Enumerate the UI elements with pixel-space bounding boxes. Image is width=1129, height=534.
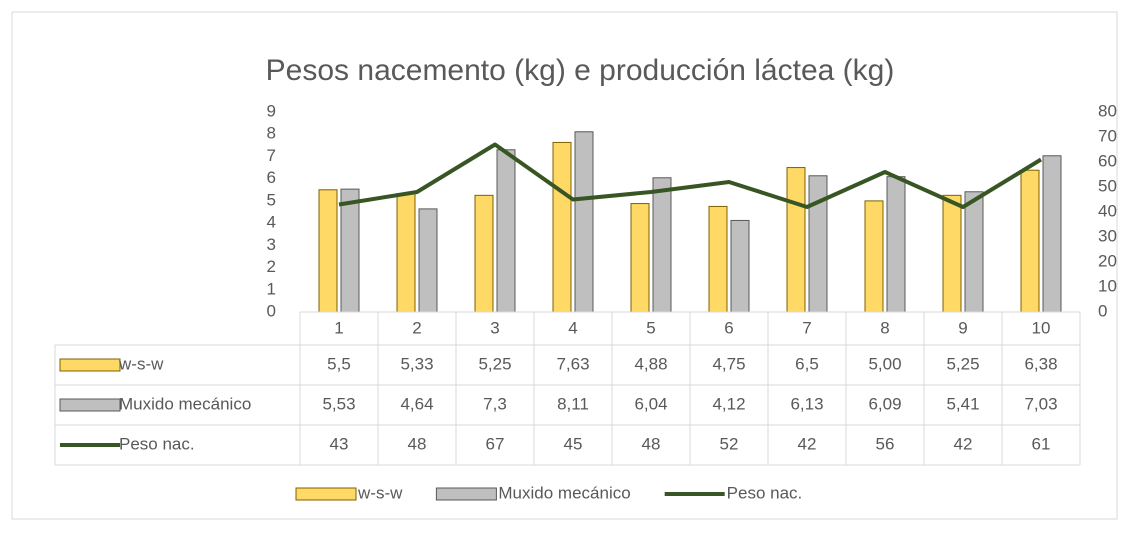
bar [808,175,828,313]
bar [864,200,884,313]
table-cell: 67 [486,434,505,453]
bar [964,191,984,313]
bar [708,205,728,313]
table-cell: 6,38 [1024,354,1057,373]
x-tick-label: 2 [412,318,421,337]
y2-tick-label: 60 [1098,151,1117,170]
y-tick-label: 7 [267,146,276,165]
y-tick-label: 9 [267,101,276,120]
legend-key [59,358,121,372]
table-cell: 6,04 [634,394,667,413]
y2-tick-label: 20 [1098,251,1117,270]
y-tick-label: 2 [267,257,276,276]
legend-label: w-s-w [357,483,403,502]
y-tick-label: 4 [267,213,276,232]
legend-key [435,487,497,501]
y-tick-label: 3 [267,235,276,254]
bar [730,219,750,313]
x-tick-label: 8 [880,318,889,337]
bar [1042,155,1062,313]
table-cell: 5,53 [322,394,355,413]
table-cell: 5,5 [327,354,351,373]
table-cell: 6,13 [790,394,823,413]
x-tick-label: 6 [724,318,733,337]
bar [942,194,962,313]
table-cell: 5,00 [868,354,901,373]
table-cell: 61 [1032,434,1051,453]
bar [574,131,594,313]
chart-title: Pesos nacemento (kg) e producción láctea… [266,54,895,87]
table-cell: 5,41 [946,394,979,413]
table-cell: 4,88 [634,354,667,373]
bar [652,177,672,313]
table-cell: 42 [798,434,817,453]
legend-key [59,398,121,412]
y2-tick-label: 40 [1098,201,1117,220]
y-tick-label: 6 [267,168,276,187]
bar [552,141,572,313]
table-cell: 56 [876,434,895,453]
table-cell: 8,11 [557,394,589,413]
table-row-label: Peso nac. [119,434,195,453]
table-cell: 45 [564,434,583,453]
y-tick-label: 1 [267,279,276,298]
table-cell: 7,63 [556,354,589,373]
table-cell: 5,25 [478,354,511,373]
legend-key [295,487,357,501]
table-cell: 6,09 [868,394,901,413]
bar [318,189,338,313]
y2-tick-label: 70 [1098,126,1117,145]
y2-tick-label: 50 [1098,176,1117,195]
y2-tick-label: 80 [1098,101,1117,120]
bar [418,208,438,313]
bar [786,167,806,313]
table-cell: 7,3 [483,394,507,413]
bar [886,176,906,313]
x-tick-label: 1 [334,318,343,337]
y-tick-label: 8 [267,124,276,143]
y2-tick-label: 30 [1098,226,1117,245]
bar [474,194,494,313]
bar [340,188,360,313]
table-cell: 48 [642,434,661,453]
legend-label: Peso nac. [727,483,803,502]
table-cell: 4,12 [712,394,745,413]
legend-label: Muxido mecánico [498,483,630,502]
table-cell: 4,75 [712,354,745,373]
y2-tick-label: 0 [1098,301,1107,320]
bar [1020,169,1040,313]
table-cell: 5,33 [400,354,433,373]
bar [496,149,516,313]
y-tick-label: 0 [267,301,276,320]
table-cell: 43 [330,434,349,453]
table-cell: 52 [720,434,739,453]
table-cell: 48 [408,434,427,453]
x-tick-label: 5 [646,318,655,337]
line [338,142,1043,209]
y2-tick-label: 10 [1098,276,1117,295]
table-cell: 4,64 [400,394,433,413]
table-row-label: w-s-w [118,354,164,373]
table-cell: 7,03 [1024,394,1057,413]
bar [630,203,650,313]
table-cell: 6,5 [795,354,819,373]
bar [396,193,416,313]
x-tick-label: 3 [490,318,499,337]
x-tick-label: 10 [1032,318,1051,337]
table-cell: 42 [954,434,973,453]
x-tick-label: 9 [958,318,967,337]
table-row-label: Muxido mecánico [119,394,251,413]
y-tick-label: 5 [267,190,276,209]
table-cell: 5,25 [946,354,979,373]
x-tick-label: 7 [802,318,811,337]
x-tick-label: 4 [568,318,577,337]
